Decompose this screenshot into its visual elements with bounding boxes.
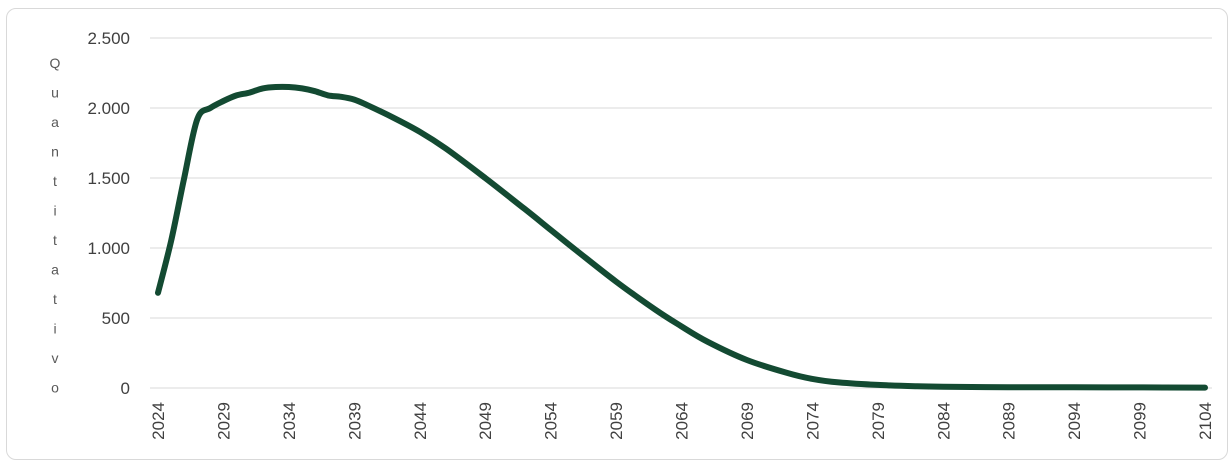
y-tick-labels: 0 500 1.000 1.500 2.000 2.500	[87, 29, 130, 398]
x-tick-label: 2074	[803, 402, 822, 440]
x-tick-label: 2044	[411, 402, 430, 440]
x-tick-label: 2039	[345, 402, 364, 440]
x-tick-label: 2049	[476, 402, 495, 440]
series-group	[155, 83, 1208, 391]
y-tick-label: 2.500	[87, 29, 130, 48]
x-tick-label: 2079	[869, 402, 888, 440]
x-tick-label: 2089	[1000, 402, 1019, 440]
x-tick-label: 2054	[542, 402, 561, 440]
x-tick-label: 2029	[214, 402, 233, 440]
x-tick-label: 2069	[738, 402, 757, 440]
x-tick-labels: 2024 2029 2034 2039 2044 2049 2054 2059 2064 2069…	[149, 402, 1215, 440]
x-tick-label: 2094	[1065, 402, 1084, 440]
series-line-0	[155, 83, 1208, 391]
y-tick-label: 1.500	[87, 169, 130, 188]
x-tick-label: 2024	[149, 402, 168, 440]
y-tick-label: 500	[102, 309, 130, 328]
x-tick-label: 2099	[1131, 402, 1150, 440]
x-tick-label: 2059	[607, 402, 626, 440]
x-tick-label: 2034	[280, 402, 299, 440]
y-tick-label: 2.000	[87, 99, 130, 118]
x-tick-label: 2084	[934, 402, 953, 440]
x-tick-label: 2064	[673, 402, 692, 440]
x-tick-label: 2104	[1196, 402, 1215, 440]
y-tick-label: 0	[121, 379, 130, 398]
y-tick-label: 1.000	[87, 239, 130, 258]
